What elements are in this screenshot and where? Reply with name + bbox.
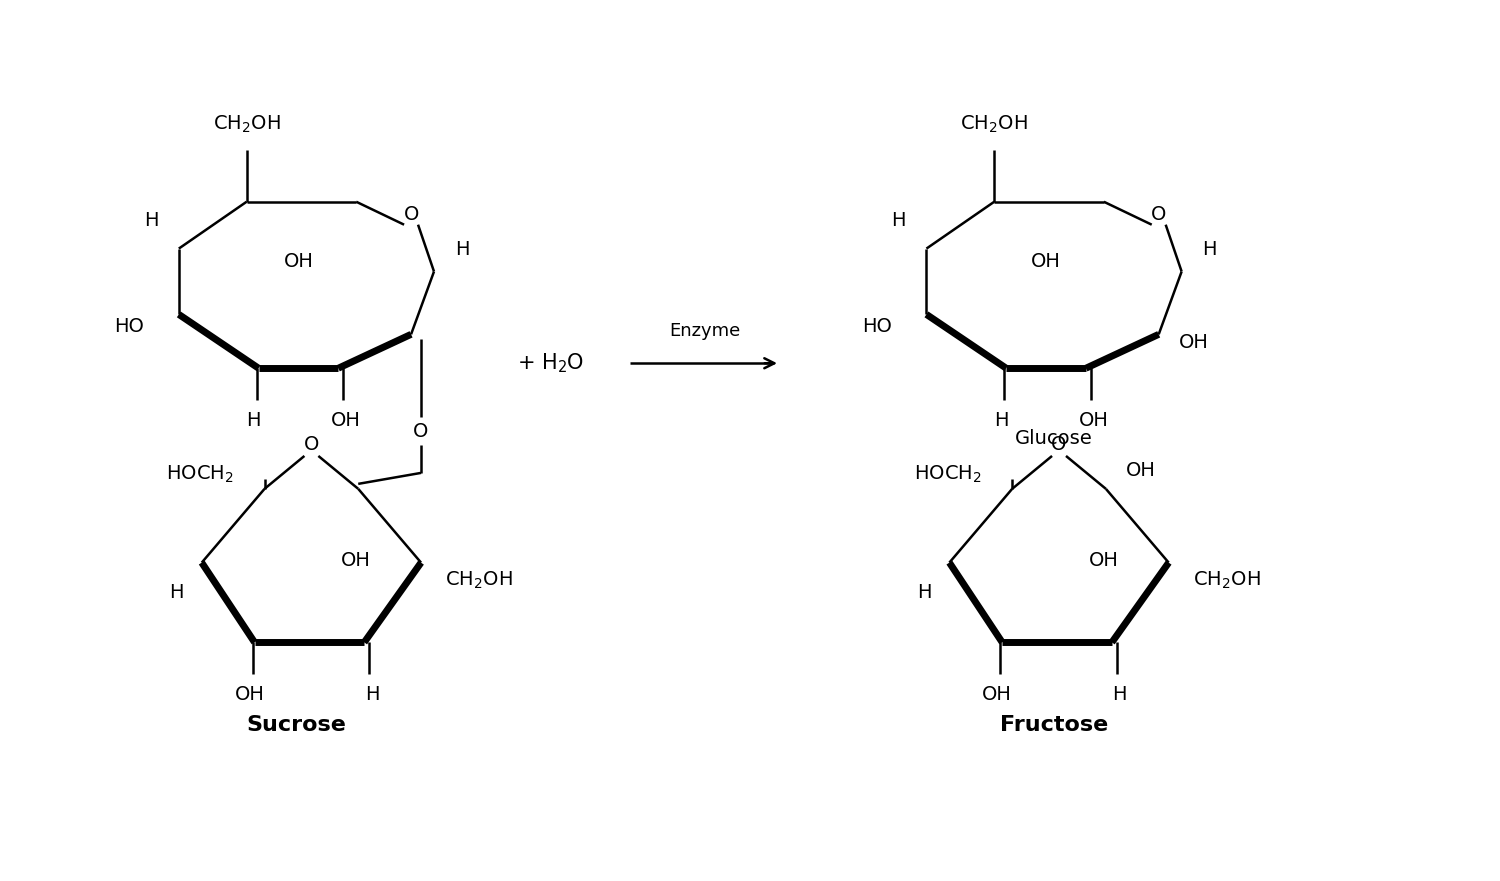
Text: CH$_2$OH: CH$_2$OH: [960, 114, 1028, 135]
Text: HO: HO: [861, 317, 891, 336]
Text: O: O: [414, 421, 429, 440]
Text: O: O: [303, 435, 320, 455]
Text: OH: OH: [982, 685, 1012, 704]
Text: H: H: [246, 411, 261, 430]
Text: CH$_2$OH: CH$_2$OH: [1192, 570, 1260, 591]
Text: H: H: [170, 583, 184, 602]
Text: OH: OH: [1126, 462, 1155, 480]
Text: Sucrose: Sucrose: [246, 715, 346, 735]
Text: OH: OH: [234, 685, 264, 704]
Text: + H$_2$O: + H$_2$O: [518, 352, 584, 375]
Text: H: H: [1113, 685, 1126, 704]
Text: OH: OH: [332, 411, 362, 430]
Text: O: O: [1052, 435, 1066, 455]
Text: H: H: [364, 685, 380, 704]
Text: H: H: [454, 241, 470, 259]
Text: H: H: [916, 583, 932, 602]
Text: OH: OH: [342, 552, 370, 570]
Text: H: H: [994, 411, 1008, 430]
Text: HOCH$_2$: HOCH$_2$: [166, 463, 234, 485]
Text: OH: OH: [284, 252, 314, 271]
Text: CH$_2$OH: CH$_2$OH: [446, 570, 513, 591]
Text: CH$_2$OH: CH$_2$OH: [213, 114, 280, 135]
Text: H: H: [1203, 241, 1216, 259]
Text: Enzyme: Enzyme: [669, 322, 741, 340]
Text: H: H: [891, 211, 906, 230]
Text: OH: OH: [1179, 333, 1209, 352]
Text: HO: HO: [114, 317, 144, 336]
Text: O: O: [404, 205, 418, 224]
Text: OH: OH: [1030, 252, 1060, 271]
Text: OH: OH: [1089, 552, 1119, 570]
Text: Fructose: Fructose: [1000, 715, 1108, 735]
Text: HOCH$_2$: HOCH$_2$: [914, 463, 981, 485]
Text: Glucose: Glucose: [1016, 428, 1094, 448]
Text: O: O: [1150, 205, 1167, 224]
Text: H: H: [144, 211, 158, 230]
Text: OH: OH: [1078, 411, 1108, 430]
